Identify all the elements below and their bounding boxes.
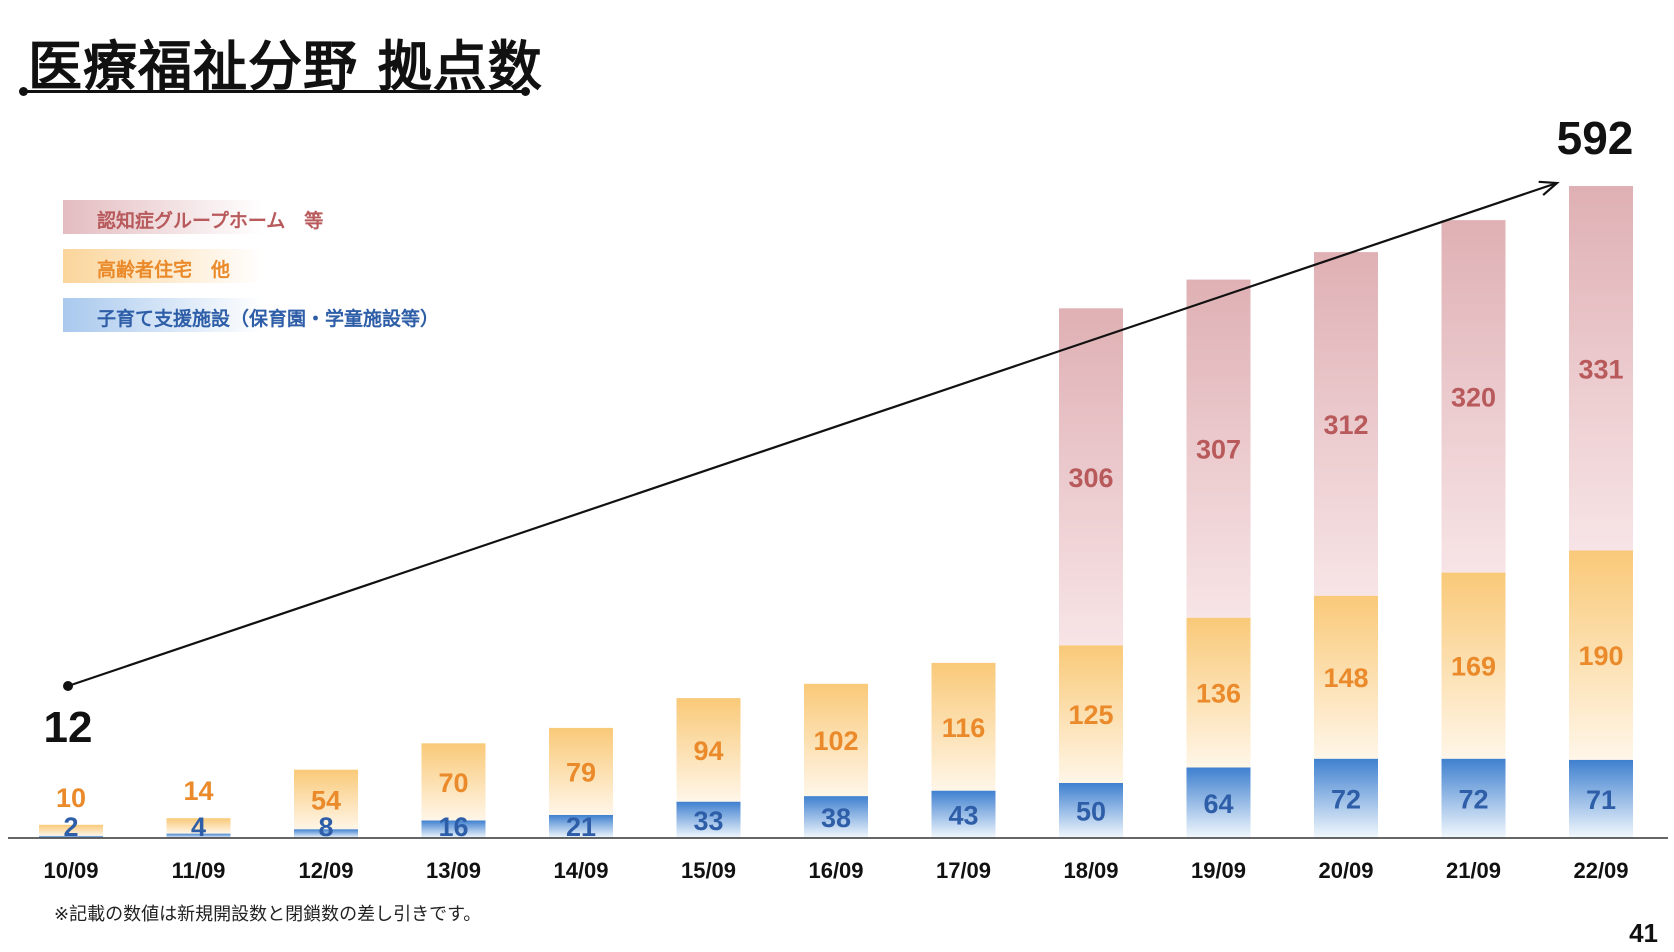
value-label-childcare: 8 (318, 812, 333, 842)
value-label-childcare: 64 (1203, 789, 1233, 819)
x-tick-labels-layer: 10/09 11/09 12/09 13/09 14/09 15/09 16/09 17/09… (43, 858, 1628, 883)
x-tick-label: 10/09 (43, 858, 98, 883)
x-tick-label: 18/09 (1063, 858, 1118, 883)
value-label-childcare: 72 (1331, 784, 1361, 814)
bar-segment-childcare (549, 814, 613, 838)
annotation-end-total: 592 (1557, 112, 1634, 164)
bar-segment-elderly-housing (1059, 645, 1123, 783)
bar-segment-dementia (1059, 308, 1123, 646)
value-label-elderly-housing: 190 (1578, 641, 1623, 671)
stacked-bar-chart: 2104148541670217933943810243116501253066… (8, 112, 1668, 883)
legend-label-dementia: 認知症グループホーム 等 (97, 210, 324, 232)
bar-segment-dementia (1186, 279, 1251, 618)
annotation-start-total: 12 (44, 703, 93, 752)
value-label-elderly-housing: 116 (942, 713, 986, 743)
bar-segment-elderly-housing (294, 769, 358, 830)
x-tick-label: 11/09 (172, 858, 226, 883)
value-label-elderly-housing: 102 (813, 726, 858, 756)
value-label-childcare: 4 (191, 812, 206, 842)
bar-segment-elderly-housing (931, 662, 996, 791)
value-label-elderly-housing: 125 (1068, 700, 1113, 730)
value-label-elderly-housing: 14 (183, 776, 213, 806)
bar-segment-elderly-housing (676, 698, 741, 802)
bar-segment-childcare (166, 833, 231, 838)
value-label-dementia: 307 (1196, 435, 1241, 465)
x-tick-label: 17/09 (936, 858, 991, 883)
bar-segment-elderly-housing (39, 824, 103, 836)
bar-segment-elderly-housing (804, 683, 868, 797)
x-tick-label: 14/09 (553, 858, 608, 883)
bar-segment-childcare (676, 801, 741, 838)
bar-segment-dementia (1314, 252, 1378, 596)
value-label-childcare: 16 (438, 812, 468, 842)
value-label-elderly-housing: 169 (1451, 652, 1496, 682)
value-label-childcare: 43 (948, 800, 978, 830)
x-tick-label: 22/09 (1573, 858, 1628, 883)
value-label-elderly-housing: 79 (566, 757, 596, 787)
legend-item-childcare: 子育て支援施設（保育園・学童施設等） (63, 298, 483, 332)
legend-swatch-elderly-housing (63, 249, 263, 283)
bar-segment-elderly-housing (1441, 572, 1506, 759)
value-label-dementia: 306 (1068, 463, 1113, 493)
value-label-elderly-housing: 148 (1323, 663, 1368, 693)
x-tick-label: 16/09 (808, 858, 863, 883)
x-tick-label: 21/09 (1446, 858, 1501, 883)
value-label-childcare: 72 (1458, 784, 1488, 814)
bar-segment-childcare (1314, 758, 1378, 838)
value-label-childcare: 38 (821, 803, 851, 833)
annotations-layer: 12 592 (44, 112, 1634, 752)
value-label-elderly-housing: 136 (1196, 679, 1241, 709)
bar-segment-childcare (39, 835, 103, 838)
bar-segment-elderly-housing (421, 743, 486, 821)
value-label-dementia: 320 (1451, 382, 1496, 412)
bar-segment-elderly-housing (166, 818, 231, 834)
legend-item-dementia: 認知症グループホーム 等 (63, 200, 483, 234)
bar-segment-childcare (1186, 767, 1251, 838)
bar-segment-childcare (1059, 782, 1123, 838)
bar-segment-dementia (1569, 186, 1633, 551)
value-label-childcare: 21 (566, 812, 596, 842)
bars-layer (39, 186, 1633, 838)
value-label-elderly-housing: 54 (311, 786, 341, 816)
page-number: 41 (1629, 918, 1658, 948)
bar-segment-elderly-housing (549, 727, 613, 815)
value-label-elderly-housing: 70 (438, 768, 468, 798)
bar-segment-dementia (1441, 220, 1506, 573)
trend-arrow-head (1538, 180, 1560, 196)
value-labels-layer: 2104148541670217933943810243116501253066… (56, 354, 1624, 842)
legend-item-elderly-housing: 高齢者住宅 他 (63, 249, 483, 283)
x-tick-label: 20/09 (1318, 858, 1373, 883)
value-label-childcare: 2 (63, 812, 78, 842)
value-label-elderly-housing: 94 (693, 736, 723, 766)
legend: 認知症グループホーム 等 高齢者住宅 他 子育て支援施設（保育園・学童施設等） (63, 200, 483, 347)
x-tick-label: 13/09 (426, 858, 481, 883)
trend-arrow-start-dot (63, 681, 73, 691)
bar-segment-childcare (1441, 758, 1506, 838)
x-tick-label: 15/09 (681, 858, 736, 883)
bar-segment-childcare (804, 796, 868, 838)
bar-segment-childcare (294, 829, 358, 838)
bar-segment-childcare (931, 790, 996, 838)
page-title: 医療福祉分野 拠点数 (28, 35, 543, 98)
value-label-childcare: 71 (1586, 785, 1616, 815)
bar-segment-childcare (421, 820, 486, 838)
value-label-elderly-housing: 10 (56, 783, 86, 813)
legend-label-childcare: 子育て支援施設（保育園・学童施設等） (97, 308, 440, 330)
bar-segment-childcare (1569, 759, 1633, 838)
value-label-childcare: 50 (1076, 797, 1106, 827)
legend-swatch-dementia (63, 200, 263, 234)
title-underline (19, 87, 530, 96)
legend-label-elderly-housing: 高齢者住宅 他 (97, 259, 231, 281)
bar-segment-elderly-housing (1569, 550, 1633, 760)
value-label-dementia: 331 (1578, 354, 1623, 384)
value-label-dementia: 312 (1323, 410, 1368, 440)
bar-segment-elderly-housing (1186, 617, 1251, 768)
x-tick-label: 19/09 (1191, 858, 1246, 883)
footnote: ※記載の数値は新規開設数と閉鎖数の差し引きです。 (54, 904, 482, 925)
legend-swatch-childcare (63, 298, 263, 332)
value-label-childcare: 33 (693, 806, 723, 836)
trend-arrow-line (67, 181, 1558, 688)
x-tick-label: 12/09 (298, 858, 353, 883)
bar-segment-elderly-housing (1314, 595, 1378, 759)
